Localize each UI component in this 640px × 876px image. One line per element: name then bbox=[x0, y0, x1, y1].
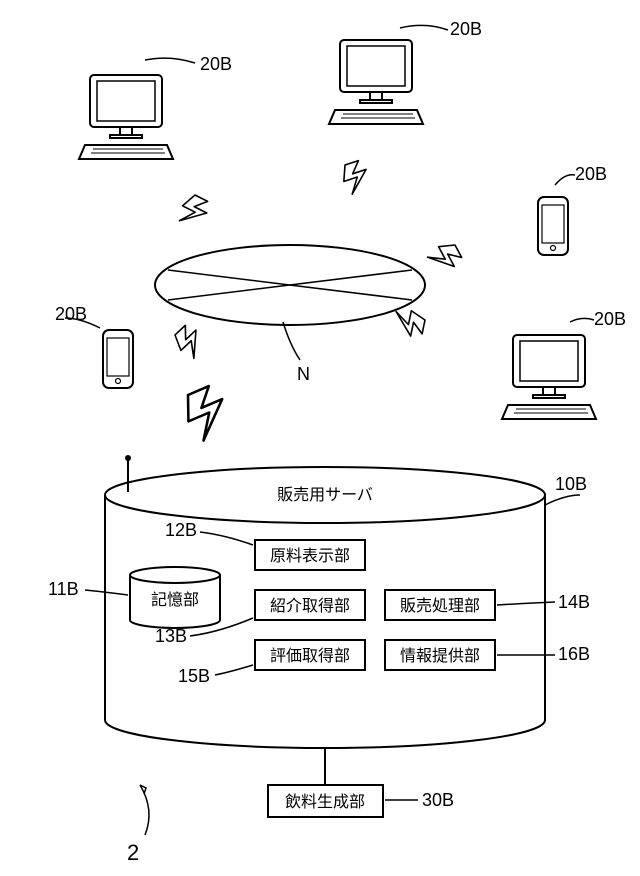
generator-label: 飲料生成部 bbox=[285, 793, 365, 811]
client-phone-1: 20B bbox=[425, 164, 607, 274]
display-ref: 12B bbox=[165, 520, 197, 540]
client-desktop-1: 20B bbox=[79, 54, 232, 231]
client-phone-2: 20B bbox=[55, 304, 209, 388]
storage-ref: 11B bbox=[48, 579, 79, 599]
client-ref-4: 20B bbox=[594, 309, 626, 329]
storage-module: 記憶部 11B bbox=[48, 567, 220, 628]
sales-server: 販売用サーバ 10B 記憶部 11B 原料表示部 12B 紹介取得部 13B bbox=[48, 455, 590, 748]
sales-label: 販売処理部 bbox=[400, 597, 480, 615]
server-title: 販売用サーバ bbox=[277, 486, 373, 504]
client-ref-3: 20B bbox=[575, 164, 607, 184]
beverage-generator: 飲料生成部 30B bbox=[268, 748, 454, 817]
sales-ref: 14B bbox=[558, 592, 590, 612]
server-ref: 10B bbox=[555, 474, 587, 494]
display-label: 原料表示部 bbox=[270, 547, 350, 565]
sales-module: 販売処理部 14B bbox=[385, 590, 590, 620]
figure-number: 2 bbox=[127, 785, 149, 865]
network-hub: N bbox=[155, 245, 425, 384]
info-module: 情報提供部 16B bbox=[385, 640, 590, 670]
intro-label: 紹介取得部 bbox=[270, 597, 350, 615]
client-ref-2: 20B bbox=[450, 19, 482, 39]
network-label: N bbox=[297, 364, 310, 384]
client-ref-1: 20B bbox=[200, 54, 232, 74]
eval-ref: 15B bbox=[178, 666, 210, 686]
server-wireless-link bbox=[181, 384, 231, 443]
figure-number-label: 2 bbox=[127, 840, 139, 865]
eval-label: 評価取得部 bbox=[270, 647, 350, 665]
info-ref: 16B bbox=[558, 644, 590, 664]
intro-ref: 13B bbox=[155, 626, 187, 646]
info-label: 情報提供部 bbox=[400, 647, 480, 665]
generator-ref: 30B bbox=[422, 790, 454, 810]
system-diagram: N 20B 20B 20B 20B 20B bbox=[0, 0, 640, 876]
client-desktop-2: 20B bbox=[329, 19, 482, 195]
client-desktop-3: 20B bbox=[390, 306, 626, 419]
client-ref-5: 20B bbox=[55, 304, 87, 324]
storage-label: 記憶部 bbox=[151, 591, 199, 609]
